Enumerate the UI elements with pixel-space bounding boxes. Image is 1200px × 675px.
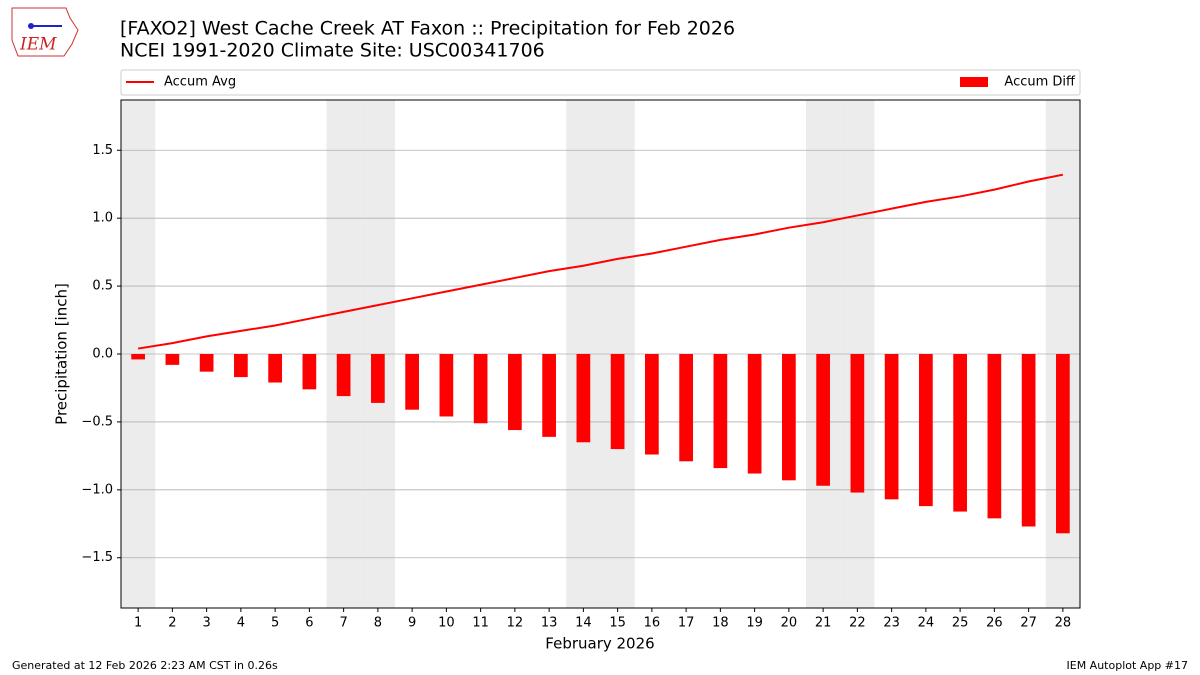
chart-title: [FAXO2] West Cache Creek AT Faxon :: Pre… bbox=[120, 18, 735, 40]
logo-text: IEM bbox=[19, 35, 57, 55]
bar bbox=[679, 354, 693, 462]
bar bbox=[234, 354, 248, 378]
x-tick-label: 6 bbox=[305, 616, 313, 631]
logo: IEM bbox=[11, 7, 79, 57]
x-tick-label: 14 bbox=[575, 616, 592, 631]
x-tick-label: 28 bbox=[1055, 616, 1072, 631]
footer-left: Generated at 12 Feb 2026 2:23 AM CST in … bbox=[12, 659, 278, 672]
bar bbox=[473, 354, 488, 424]
bar bbox=[508, 354, 522, 431]
x-tick-label: 24 bbox=[918, 616, 935, 631]
bar bbox=[953, 354, 967, 512]
bar bbox=[268, 354, 282, 383]
x-tick-label: 22 bbox=[849, 616, 866, 631]
bar bbox=[576, 354, 591, 443]
x-tick-label: 27 bbox=[1020, 616, 1037, 631]
legend-label: Accum Diff bbox=[1004, 75, 1076, 90]
x-tick-label: 13 bbox=[541, 616, 558, 631]
x-axis-label: February 2026 bbox=[545, 635, 654, 653]
y-tick-label: −1.5 bbox=[81, 550, 113, 565]
legend-label: Accum Avg bbox=[164, 75, 236, 90]
x-tick-label: 17 bbox=[678, 616, 695, 631]
bar bbox=[850, 354, 865, 493]
x-tick-label: 10 bbox=[438, 616, 455, 631]
x-tick-label: 12 bbox=[507, 616, 524, 631]
chart-subtitle: NCEI 1991-2020 Climate Site: USC00341706 bbox=[120, 40, 545, 62]
bar bbox=[542, 354, 556, 437]
x-tick-label: 21 bbox=[815, 616, 832, 631]
x-tick-label: 11 bbox=[472, 616, 489, 631]
bar bbox=[371, 354, 385, 403]
bar bbox=[987, 354, 1002, 519]
bar bbox=[336, 354, 351, 397]
x-tick-label: 3 bbox=[202, 616, 210, 631]
bar bbox=[405, 354, 419, 410]
line bbox=[137, 173, 1064, 350]
y-tick-label: 1.5 bbox=[92, 143, 113, 158]
x-tick-label: 16 bbox=[644, 616, 661, 631]
x-tick-label: 15 bbox=[609, 616, 626, 631]
bar bbox=[199, 354, 214, 372]
x-tick-label: 8 bbox=[374, 616, 382, 631]
bar bbox=[165, 354, 180, 365]
bar bbox=[302, 354, 317, 390]
bar bbox=[1021, 354, 1036, 527]
bar bbox=[439, 354, 454, 417]
bar bbox=[782, 354, 796, 481]
x-tick-label: 18 bbox=[712, 616, 729, 631]
bar bbox=[610, 354, 625, 450]
bar bbox=[884, 354, 899, 500]
bar bbox=[713, 354, 728, 469]
x-tick-label: 9 bbox=[408, 616, 416, 631]
x-tick-label: 1 bbox=[134, 616, 142, 631]
x-tick-label: 19 bbox=[746, 616, 763, 631]
bar bbox=[131, 354, 145, 360]
y-tick-label: 1.0 bbox=[92, 211, 113, 226]
y-tick-label: 0.0 bbox=[92, 347, 113, 362]
x-tick-label: 25 bbox=[952, 616, 969, 631]
bar bbox=[747, 354, 762, 474]
y-tick-label: −1.0 bbox=[81, 482, 113, 497]
x-tick-label: 20 bbox=[781, 616, 798, 631]
x-tick-label: 26 bbox=[986, 616, 1003, 631]
y-axis-label: Precipitation [inch] bbox=[53, 283, 71, 425]
bar bbox=[919, 354, 933, 507]
x-tick-label: 23 bbox=[883, 616, 900, 631]
x-tick-label: 7 bbox=[339, 616, 347, 631]
plot-frame bbox=[120, 99, 1081, 609]
y-tick-label: −0.5 bbox=[81, 414, 113, 429]
footer-right: IEM Autoplot App #17 bbox=[1067, 659, 1189, 672]
bar bbox=[1056, 354, 1070, 534]
bar bbox=[816, 354, 830, 486]
x-tick-label: 2 bbox=[168, 616, 176, 631]
bar bbox=[645, 354, 659, 455]
legend-box bbox=[120, 69, 1081, 96]
legend-swatch bbox=[960, 77, 988, 87]
x-tick-label: 5 bbox=[271, 616, 279, 631]
y-tick-label: 0.5 bbox=[92, 279, 113, 294]
x-tick-label: 4 bbox=[237, 616, 245, 631]
